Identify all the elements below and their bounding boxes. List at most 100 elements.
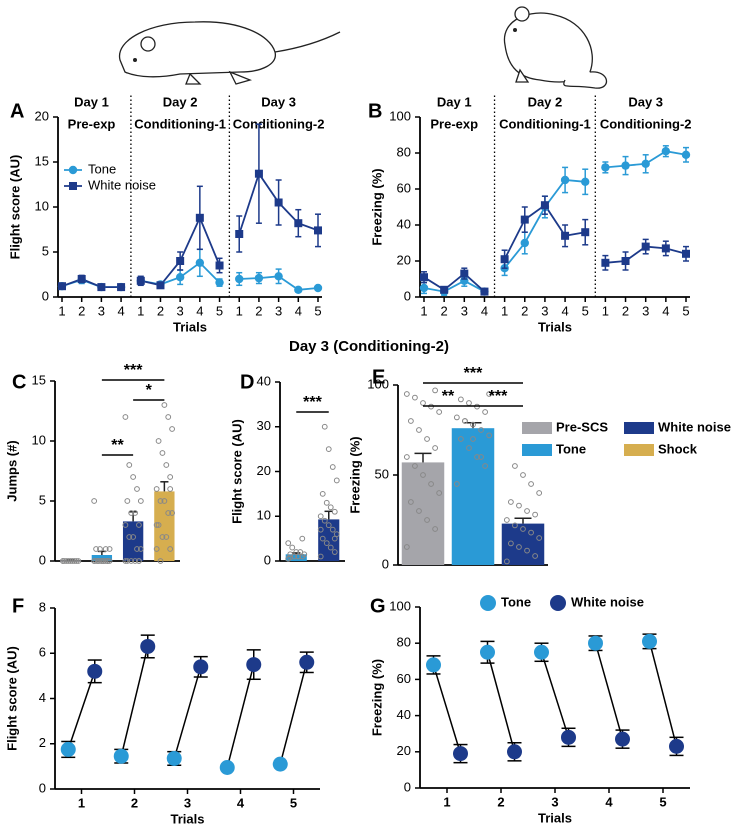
data-point <box>136 522 142 528</box>
marker <box>588 635 603 651</box>
data-point <box>60 558 66 564</box>
data-point <box>155 438 162 444</box>
data-point <box>482 409 489 415</box>
x-tick-label: 2 <box>441 303 448 318</box>
data-point <box>169 426 175 432</box>
x-tick-label: 3 <box>98 303 105 318</box>
marker <box>601 163 610 172</box>
y-tick-label: 0 <box>404 288 411 303</box>
y-tick-label: 0 <box>382 556 389 571</box>
data-point <box>403 454 410 460</box>
data-point <box>432 526 439 532</box>
y-tick-label: 5 <box>39 492 46 507</box>
data-point <box>520 472 526 478</box>
x-tick-label: 5 <box>582 303 589 318</box>
marker <box>113 748 129 764</box>
data-point <box>520 526 526 532</box>
data-point <box>432 445 439 451</box>
panel-letter: D <box>240 371 254 393</box>
data-point <box>319 535 326 542</box>
marker <box>193 659 209 675</box>
data-point <box>512 463 518 469</box>
section-title: Day 3 <box>628 94 663 109</box>
y-tick-label: 100 <box>367 376 389 391</box>
x-tick-label: 4 <box>295 303 302 318</box>
data-point <box>299 535 306 542</box>
section-title: Day 2 <box>528 94 563 109</box>
y-axis-label: Flight score (AU) <box>7 155 22 260</box>
marker <box>561 729 576 745</box>
y-tick-label: 10 <box>257 508 271 523</box>
data-point <box>122 522 129 528</box>
data-point <box>122 414 129 420</box>
data-point <box>321 423 328 430</box>
data-point <box>407 418 414 424</box>
marker <box>294 285 303 294</box>
series-line <box>61 278 122 288</box>
data-point <box>134 546 140 552</box>
data-point <box>289 544 296 551</box>
legend-label: Shock <box>658 441 698 456</box>
y-tick-label: 60 <box>397 180 411 195</box>
x-tick-label: 4 <box>662 303 669 318</box>
marker <box>156 281 165 290</box>
data-point <box>128 510 135 516</box>
marker <box>235 274 244 284</box>
marker <box>215 278 224 287</box>
panel-letter: G <box>370 595 386 617</box>
x-tick-label: 5 <box>216 303 223 318</box>
significance-label: *** <box>303 394 322 411</box>
marker <box>117 283 126 292</box>
data-point <box>155 522 162 528</box>
y-tick-label: 60 <box>397 671 411 686</box>
marker <box>641 242 650 251</box>
x-tick-label: 5 <box>659 794 666 809</box>
data-point <box>323 540 330 546</box>
data-point <box>436 490 443 496</box>
bar <box>154 491 175 561</box>
data-point <box>159 450 166 456</box>
data-point <box>153 522 160 528</box>
data-point <box>161 498 168 504</box>
data-point <box>457 436 464 442</box>
data-point <box>333 477 340 484</box>
data-point <box>516 544 522 550</box>
panel-letter: A <box>10 100 24 122</box>
data-point <box>524 508 530 514</box>
data-point <box>126 534 133 540</box>
y-tick-label: 40 <box>397 216 411 231</box>
data-point <box>428 481 434 487</box>
y-tick-label: 20 <box>35 108 49 123</box>
x-tick-label: 4 <box>481 303 488 318</box>
x-tick-label: 3 <box>275 303 282 318</box>
marker <box>681 150 691 159</box>
y-tick-label: 10 <box>35 198 49 213</box>
data-point <box>104 558 111 564</box>
series-line <box>503 179 586 269</box>
data-point <box>420 472 426 478</box>
legend-swatch <box>624 422 654 434</box>
section-title: Day 1 <box>74 94 109 109</box>
data-point <box>130 474 137 480</box>
data-point <box>466 445 472 451</box>
data-point <box>516 502 522 509</box>
data-point <box>132 510 138 516</box>
legend-marker <box>480 595 496 611</box>
y-axis-label: Freezing (%) <box>369 659 384 736</box>
data-point <box>507 540 514 547</box>
data-point <box>67 558 74 564</box>
data-point <box>97 546 103 552</box>
marker <box>195 258 205 267</box>
marker <box>480 287 489 296</box>
marker <box>77 275 86 283</box>
y-tick-label: 40 <box>257 373 271 388</box>
legend-swatch <box>522 444 552 456</box>
section-title: Day 1 <box>437 94 472 109</box>
data-point <box>528 529 534 536</box>
x-tick-label: 4 <box>561 303 568 318</box>
data-point <box>329 464 336 470</box>
y-axis-label: Jumps (#) <box>4 440 19 501</box>
section-title: Day 2 <box>163 94 198 109</box>
x-tick-label: 4 <box>237 795 245 810</box>
